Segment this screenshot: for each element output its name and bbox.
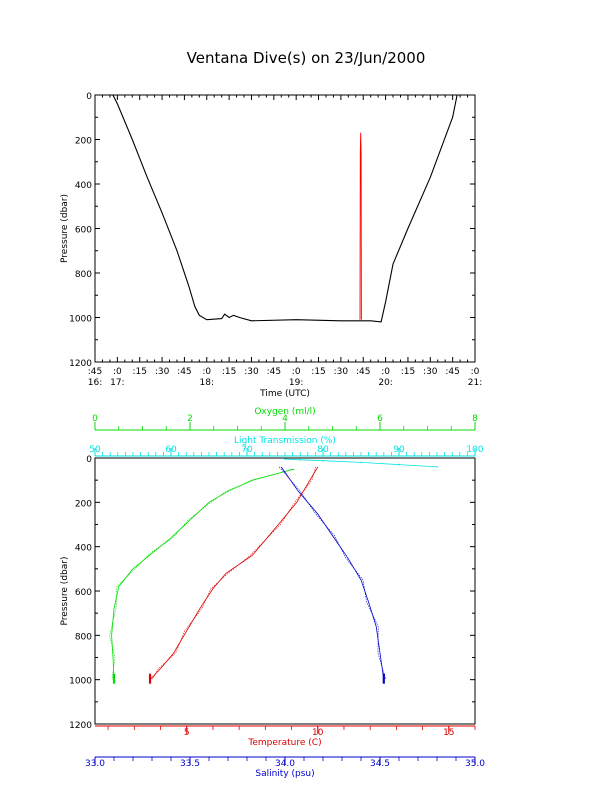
- oxygen-tick-label: 8: [472, 414, 478, 424]
- salinity-tick-label: 33.0: [85, 759, 105, 769]
- plot-frame: [94, 457, 476, 725]
- light-point: [360, 461, 362, 464]
- y-axis-label: Pressure (dbar): [60, 557, 70, 626]
- salinity-axis-label: Salinity (psu): [255, 769, 314, 779]
- oxygen-tick-label: 2: [187, 414, 193, 424]
- oxygen-tick-label: 4: [282, 414, 288, 424]
- light-tick-label: 100: [466, 445, 483, 455]
- y-tick-label: 800: [75, 632, 92, 642]
- y-tick-label: 0: [86, 92, 92, 102]
- light-point: [322, 459, 324, 462]
- y-tick-label: 1200: [69, 359, 92, 369]
- salinity-profile-trace: [278, 466, 387, 680]
- x-tick-label: :0: [471, 367, 480, 377]
- oxygen-tick-label: 0: [92, 414, 98, 424]
- x-tick-label: :45: [88, 367, 102, 377]
- x-tick-label: :15: [401, 367, 415, 377]
- temperature-profile-trace: [151, 466, 317, 680]
- dive-profile-panel: 020040060080010001200:4516::017::15:30:4…: [60, 92, 482, 399]
- light-tick-label: 60: [165, 445, 177, 455]
- x-tick-label: :0: [381, 367, 390, 377]
- temperature-tick-label: 15: [443, 728, 454, 738]
- oxygen-axis-label: Oxygen (ml/l): [254, 407, 315, 417]
- x-tick-label: :15: [222, 367, 236, 377]
- temperature-tick-label: 10: [312, 728, 324, 738]
- plot-frame: [94, 94, 476, 363]
- light-tick-label: 90: [393, 445, 405, 455]
- series-line-0: [112, 94, 458, 323]
- y-tick-label: 200: [75, 499, 92, 509]
- x-tick-label: :45: [177, 367, 191, 377]
- y-tick-label: 1000: [69, 677, 92, 687]
- light-axis-label: Light Transmission (%): [234, 436, 336, 446]
- salinity-tick-label: 34.0: [275, 759, 295, 769]
- light-tick-label: 50: [89, 445, 101, 455]
- y-tick-label: 200: [75, 137, 92, 147]
- profiles-panel: 0 200 400 600 800 1000 1200 Pressure (dbar) 0 2 4 6…: [60, 407, 485, 779]
- x-tick-label: :30: [334, 367, 349, 377]
- x-tick-label: :45: [267, 367, 281, 377]
- light-point: [299, 459, 302, 461]
- oxygen-tick-label: 6: [377, 414, 383, 424]
- x-tick-hour-label: 18:: [200, 378, 214, 388]
- light-point: [436, 466, 438, 468]
- x-tick-label: :0: [292, 367, 301, 377]
- temperature-tick-label: 5: [184, 728, 190, 738]
- salinity-tick-label: 33.5: [180, 759, 200, 769]
- x-tick-label: :30: [423, 367, 438, 377]
- light-point: [398, 463, 400, 466]
- x-tick-hour-label: 20:: [378, 378, 392, 388]
- x-tick-label: :30: [155, 367, 170, 377]
- salinity-profile-line: [280, 466, 385, 680]
- x-tick-label: :15: [311, 367, 325, 377]
- oxygen-profile-line: [111, 468, 295, 680]
- x-tick-label: :0: [113, 367, 122, 377]
- y-tick-label: 600: [75, 226, 92, 236]
- y-tick-label: 800: [75, 270, 92, 280]
- x-tick-label: :30: [244, 367, 259, 377]
- light-profile-line: [284, 458, 438, 468]
- y-tick-label: 600: [75, 588, 92, 598]
- x-tick-hour-label: 17:: [110, 378, 124, 388]
- x-tick-hour-label: 19:: [289, 378, 303, 388]
- x-tick-label: :15: [132, 367, 146, 377]
- y-axis-label: Pressure (dbar): [60, 194, 70, 263]
- x-tick-hour-label: 16:: [88, 378, 102, 388]
- series-line-1: [359, 132, 362, 320]
- temperature-axis-label: Temperature (C): [247, 738, 321, 748]
- x-tick-label: :45: [356, 367, 370, 377]
- light-tick-label: 70: [241, 445, 253, 455]
- x-tick-hour-label: 21:: [468, 378, 482, 388]
- x-axis-label: Time (UTC): [259, 389, 310, 399]
- salinity-tick-label: 34.5: [370, 759, 390, 769]
- temperature-profile-line: [149, 466, 319, 680]
- y-tick-label: 400: [75, 181, 92, 191]
- light-point: [284, 458, 286, 460]
- x-tick-label: :0: [202, 367, 211, 377]
- y-tick-label: 1000: [69, 315, 92, 325]
- light-tick-label: 80: [317, 445, 329, 455]
- y-tick-label: 400: [75, 544, 92, 554]
- oxygen-profile-trace: [109, 468, 293, 680]
- salinity-tick-label: 35.0: [465, 759, 485, 769]
- y-tick-label: 1200: [69, 721, 92, 731]
- y-tick-label: 0: [86, 455, 92, 465]
- page-title: Ventana Dive(s) on 23/Jun/2000: [186, 49, 426, 67]
- x-tick-label: :45: [445, 367, 459, 377]
